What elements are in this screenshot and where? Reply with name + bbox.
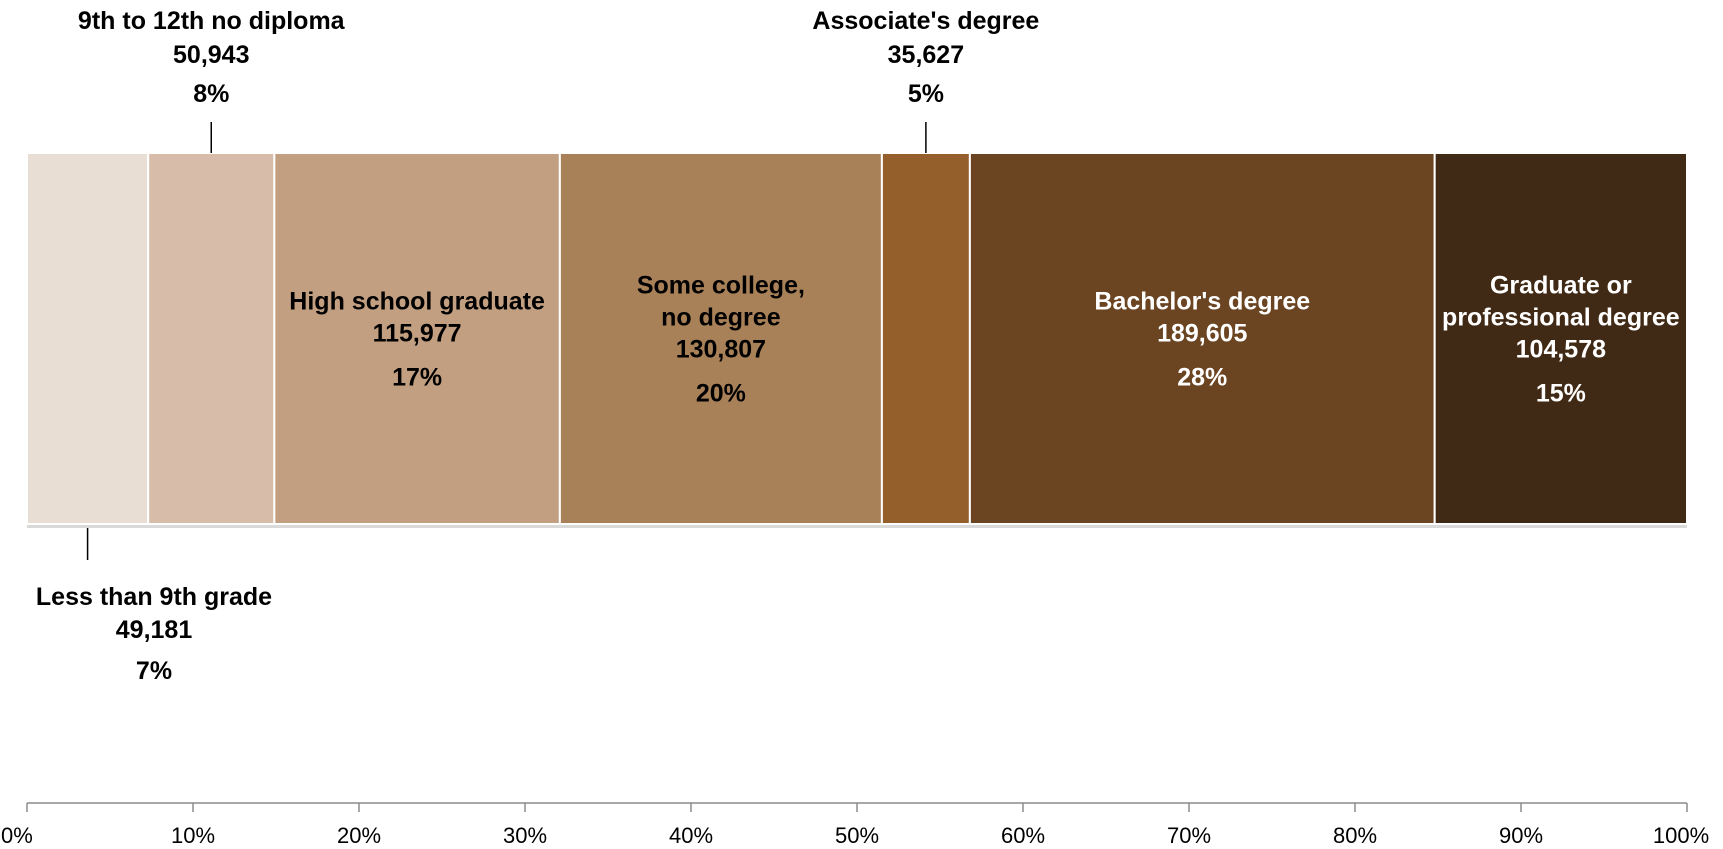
x-tick-label: 50% — [835, 823, 879, 848]
bar-segment-some-college-no-degree — [558, 152, 883, 525]
bar-segments — [26, 152, 1689, 528]
bar-segment-graduate-or-professional-degree — [1433, 152, 1689, 525]
bar-segment-less-than-9th-grade — [26, 152, 150, 525]
segment-category-label: 9th to 12th no diploma — [78, 7, 346, 35]
x-axis: 0% 10% 20% 30% 40% 50% 60% 70% 80% 90% 100% — [1, 802, 1709, 848]
segment-category-label: Less than 9th grade — [36, 583, 272, 611]
segment-count-label: 104,578 — [1516, 336, 1606, 364]
segment-percent-label: 5% — [908, 80, 944, 108]
segment-percent-label: 28% — [1177, 364, 1227, 392]
segment-count-label: 49,181 — [116, 616, 193, 644]
segment-count-label: 115,977 — [373, 320, 462, 348]
segment-count-label: 189,605 — [1157, 320, 1247, 348]
segment-category-label: Bachelor's degree — [1094, 288, 1310, 316]
segment-count-label: 130,807 — [676, 336, 766, 364]
segment-percent-label: 8% — [193, 80, 229, 108]
segment-category-label: professional degree — [1442, 304, 1680, 332]
segment-category-label: no degree — [661, 304, 781, 332]
segment-count-label: 50,943 — [173, 41, 249, 69]
segment-count-label: 35,627 — [888, 41, 964, 69]
x-tick-label: 20% — [337, 823, 381, 848]
x-tick-label: 30% — [503, 823, 547, 848]
bar-segment-high-school-graduate — [273, 152, 561, 525]
bar-segment-9th-to-12th-no-diploma — [147, 152, 276, 525]
segment-category-label: Some college, — [637, 272, 805, 300]
x-tick-label: 90% — [1499, 823, 1543, 848]
bar-shadow — [27, 524, 1687, 528]
segment-percent-label: 20% — [696, 380, 746, 408]
segment-category-label: Associate's degree — [812, 7, 1039, 35]
x-tick-label: 70% — [1167, 823, 1211, 848]
x-tick-label: 40% — [669, 823, 713, 848]
segment-labels: Less than 9th grade 49,181 7% 9th to 12th n… — [36, 7, 1680, 685]
segment-percent-label: 17% — [392, 364, 442, 392]
x-tick-label: 60% — [1001, 823, 1045, 848]
x-tick-label: 100% — [1653, 823, 1709, 848]
segment-percent-label: 7% — [136, 657, 172, 685]
x-tick-label: 80% — [1333, 823, 1377, 848]
segment-percent-label: 15% — [1536, 380, 1586, 408]
x-tick-label: 0% — [1, 823, 33, 848]
x-tick-label: 10% — [171, 823, 215, 848]
segment-category-label: Graduate or — [1490, 272, 1632, 300]
bar-segment-associate-s-degree — [880, 152, 971, 525]
segment-category-label: High school graduate — [289, 288, 545, 316]
